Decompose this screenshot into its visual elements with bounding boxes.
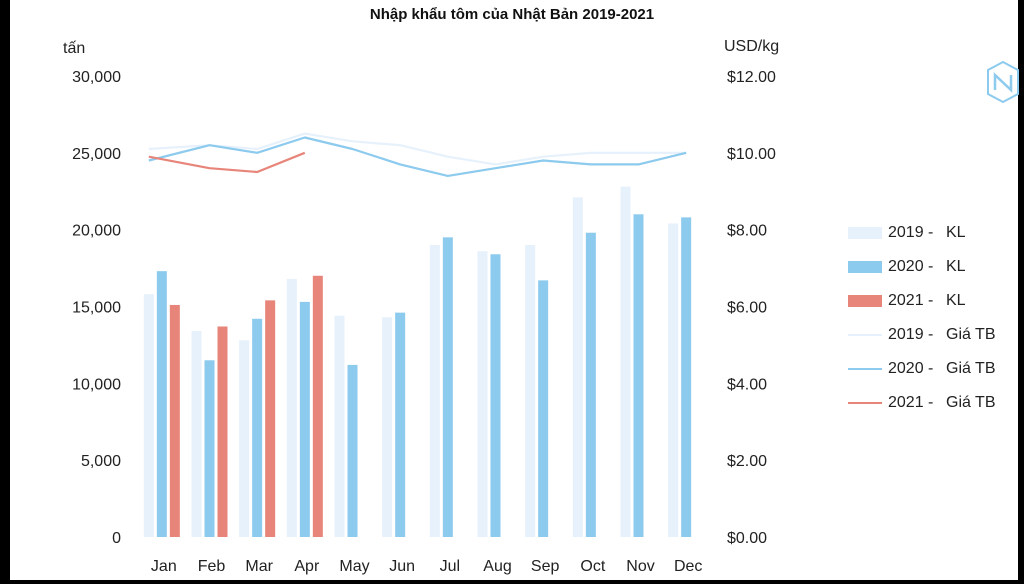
legend-item: 2019 - Giá TB: [848, 323, 996, 347]
brand-logo-icon: [986, 60, 1020, 109]
x-tick-label: Dec: [674, 558, 702, 575]
chart-title: Nhập khẩu tôm của Nhật Bản 2019-2021: [369, 6, 655, 23]
line-2019-gia-tb: [148, 132, 687, 166]
bar-2021-kl: [217, 326, 228, 537]
bar-2021-kl: [265, 300, 276, 537]
x-tick-label: Jan: [151, 558, 177, 575]
bar-2020-kl: [585, 232, 596, 538]
bar-2020-kl: [204, 360, 215, 537]
legend-year-label: 2021 -: [888, 292, 934, 309]
line-2020-gia-tb: [148, 136, 687, 177]
bar-2019-kl: [191, 331, 202, 537]
line-2021-gia-tb: [148, 151, 306, 174]
y-left-tick-label: 5,000: [81, 453, 121, 470]
x-tick-label: Jul: [440, 558, 460, 575]
legend-swatch: [848, 402, 882, 404]
legend-swatch: [848, 368, 882, 370]
bar-2019-kl: [620, 186, 631, 537]
legend-swatch: [848, 261, 882, 273]
x-tick-label: Oct: [580, 558, 605, 575]
bar-2019-kl: [572, 197, 583, 537]
legend-swatch: [848, 334, 882, 336]
bar-2021-kl: [312, 275, 323, 537]
y-right-tick-label: $12.00: [727, 69, 776, 86]
legend-year-label: 2021 -: [888, 394, 934, 411]
legend-swatch: [848, 295, 882, 307]
left-axis-unit-label: tấn: [63, 40, 86, 57]
y-right-tick-label: $0.00: [727, 530, 767, 547]
legend-swatch: [848, 227, 882, 239]
bar-2020-kl: [490, 254, 501, 537]
x-tick-label: Jun: [389, 558, 415, 575]
y-right-tick-label: $10.00: [727, 146, 776, 163]
y-right-tick-label: $2.00: [727, 453, 767, 470]
bar-2020-kl: [347, 364, 358, 537]
bar-2019-kl: [143, 294, 154, 537]
legend-year-label: 2019 -: [888, 224, 934, 241]
y-right-tick-label: $4.00: [727, 376, 767, 393]
right-axis-unit-label: USD/kg: [724, 38, 780, 55]
legend-kind-label: Giá TB: [946, 394, 996, 411]
x-tick-label: Nov: [626, 558, 654, 575]
bar-2020-kl: [252, 318, 263, 537]
bar-2020-kl: [538, 280, 549, 537]
y-left-tick-label: 15,000: [72, 300, 121, 317]
x-tick-label: May: [339, 558, 369, 575]
legend-item: 2021 - KL: [848, 289, 966, 313]
legend-year-label: 2019 -: [888, 326, 934, 343]
bar-2020-kl: [442, 237, 453, 537]
y-left-tick-label: 0: [112, 530, 121, 547]
bar-2020-kl: [156, 271, 167, 537]
bar-2019-kl: [525, 245, 536, 538]
x-tick-label: Mar: [245, 558, 273, 575]
legend-kind-label: Giá TB: [946, 326, 996, 343]
x-tick-label: Aug: [483, 558, 511, 575]
bar-2019-kl: [668, 223, 679, 537]
bar-2020-kl: [633, 214, 644, 538]
bar-2019-kl: [429, 245, 440, 538]
legend-item: 2021 - Giá TB: [848, 391, 996, 415]
bar-2019-kl: [382, 317, 393, 537]
y-left-tick-label: 30,000: [72, 69, 121, 86]
x-tick-label: Sep: [531, 558, 560, 575]
bar-2020-kl: [395, 312, 406, 537]
legend-year-label: 2020 -: [888, 258, 934, 275]
bar-2021-kl: [169, 304, 180, 537]
legend-kind-label: KL: [946, 224, 966, 241]
bar-2020-kl: [681, 217, 692, 537]
x-tick-label: Feb: [198, 558, 226, 575]
bar-2019-kl: [286, 278, 297, 537]
y-right-tick-label: $8.00: [727, 223, 767, 240]
y-right-tick-label: $6.00: [727, 300, 767, 317]
y-left-tick-label: 10,000: [72, 376, 121, 393]
y-left-tick-label: 25,000: [72, 146, 121, 163]
legend-item: 2019 - KL: [848, 221, 966, 245]
legend-year-label: 2020 -: [888, 360, 934, 377]
legend-kind-label: KL: [946, 292, 966, 309]
x-tick-label: Apr: [294, 558, 320, 575]
legend-item: 2020 - KL: [848, 255, 966, 279]
legend-kind-label: KL: [946, 258, 966, 275]
legend-item: 2020 - Giá TB: [848, 357, 996, 381]
legend-kind-label: Giá TB: [946, 360, 996, 377]
bar-2019-kl: [334, 315, 345, 537]
bar-2019-kl: [239, 340, 250, 537]
bar-2019-kl: [477, 251, 488, 537]
y-left-tick-label: 20,000: [72, 223, 121, 240]
bar-2020-kl: [299, 301, 310, 537]
